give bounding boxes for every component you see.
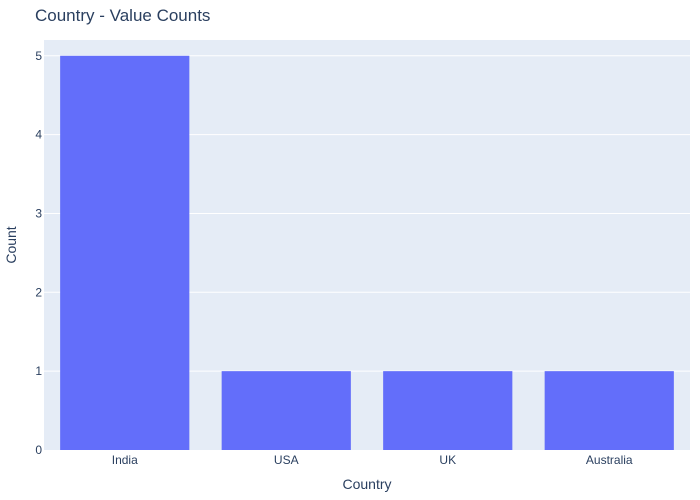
x-tick-label: USA	[274, 453, 299, 467]
x-tick-label: India	[112, 453, 138, 467]
y-tick-label: 2	[35, 285, 42, 299]
x-tick-label: UK	[439, 453, 456, 467]
y-tick-label: 0	[35, 443, 42, 457]
bar-usa[interactable]	[221, 371, 351, 450]
chart-title: Country - Value Counts	[35, 6, 210, 25]
y-tick-labels: 0 1 2 3 4 5	[35, 49, 42, 457]
bars	[60, 55, 674, 451]
y-tick-label: 5	[35, 49, 42, 63]
y-tick-label: 4	[35, 128, 42, 142]
y-axis-title: Count	[3, 226, 19, 263]
x-tick-label: Australia	[586, 453, 633, 467]
bar-australia[interactable]	[544, 371, 674, 450]
bar-india[interactable]	[60, 55, 190, 451]
y-tick-label: 3	[35, 206, 42, 220]
bar-uk[interactable]	[383, 371, 513, 450]
y-tick-label: 1	[35, 364, 42, 378]
x-axis-title: Country	[342, 476, 391, 492]
x-tick-labels: India USA UK Australia	[112, 453, 633, 467]
